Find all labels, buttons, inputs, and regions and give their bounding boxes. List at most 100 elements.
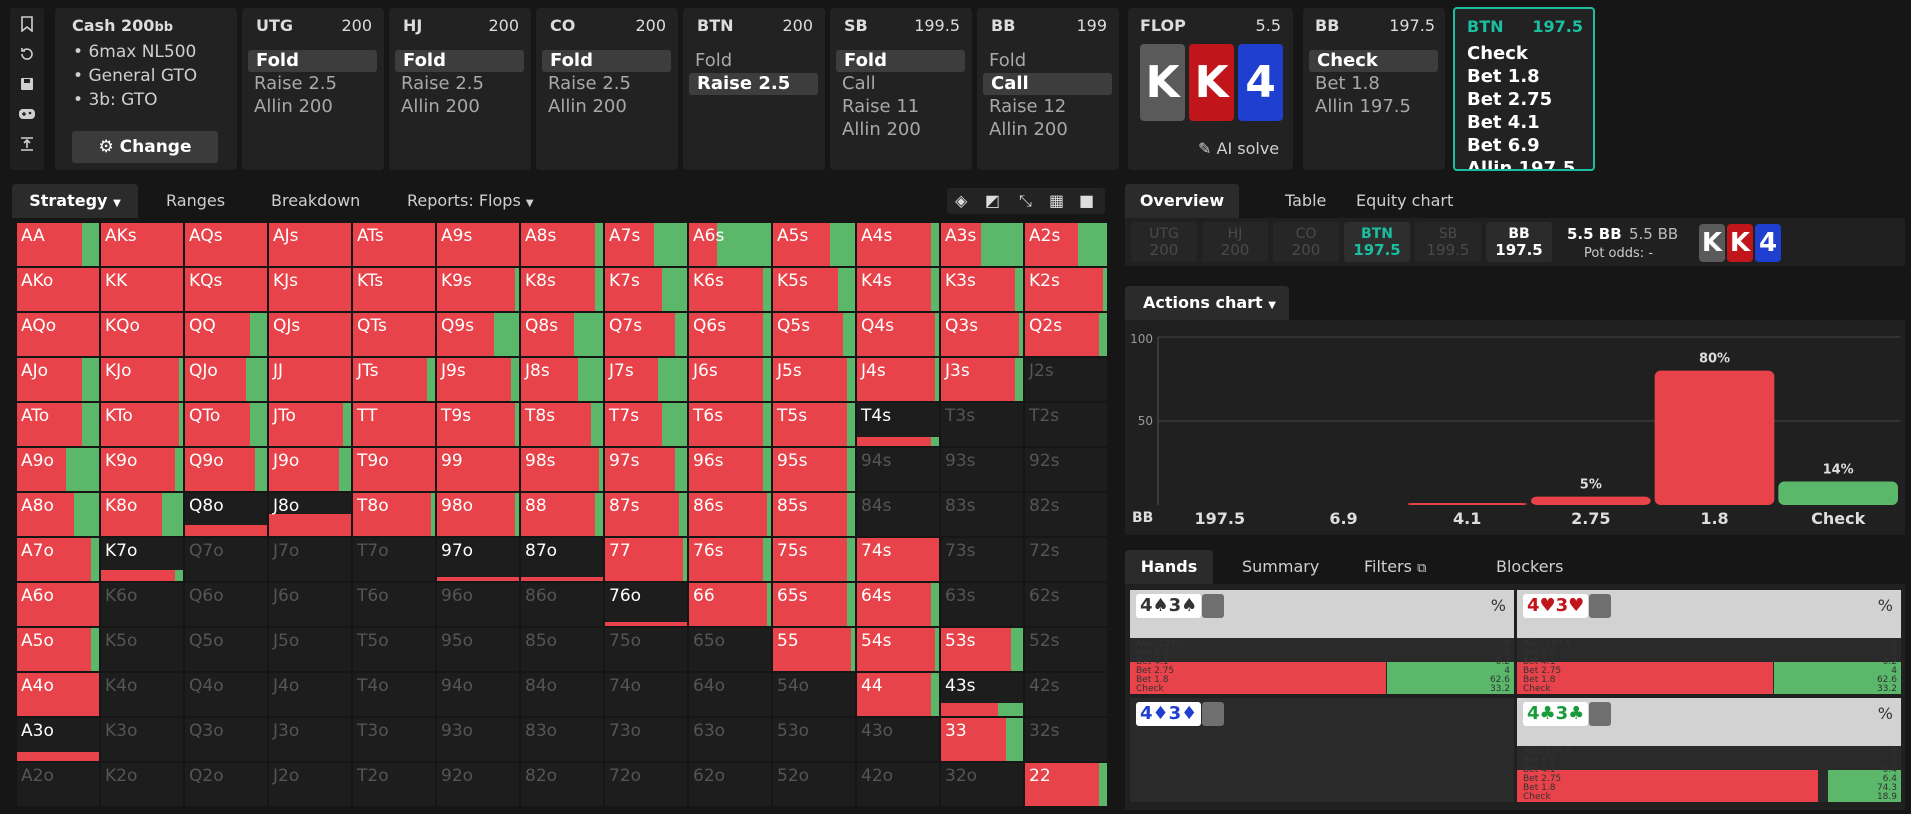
hand-cell[interactable]: 96s	[689, 448, 772, 492]
hand-cell[interactable]: A5s	[773, 223, 856, 267]
cube-icon[interactable]: ◈	[955, 191, 968, 210]
action-option[interactable]: Raise 2.5	[401, 73, 484, 94]
action-option[interactable]: Fold	[836, 50, 965, 72]
hand-cell[interactable]: 75o	[605, 628, 688, 672]
hand-cell[interactable]: Q8s	[521, 313, 604, 357]
hand-cell[interactable]: 98o	[437, 493, 520, 537]
tab-summary[interactable]: Summary	[1242, 557, 1320, 576]
hand-cell[interactable]: J8o	[269, 493, 352, 537]
hand-cell[interactable]: Q3o	[185, 718, 268, 762]
hand-cell[interactable]: JTo	[269, 403, 352, 447]
hand-cell[interactable]: QQ	[185, 313, 268, 357]
hand-cell[interactable]: T2o	[353, 763, 436, 807]
grid-icon[interactable]: ▦	[1049, 191, 1065, 210]
hand-cell[interactable]: KTs	[353, 268, 436, 312]
position-pill[interactable]: SB 199.5	[1415, 222, 1481, 262]
hand-cell[interactable]: 64o	[689, 673, 772, 717]
hand-cell[interactable]: 93s	[941, 448, 1024, 492]
hand-cell[interactable]: 43s	[941, 673, 1024, 717]
hand-cell[interactable]: 83s	[941, 493, 1024, 537]
tab-table[interactable]: Table	[1285, 191, 1327, 210]
hand-cell[interactable]: 76o	[605, 583, 688, 627]
hand-cell[interactable]: 42s	[1025, 673, 1108, 717]
hand-cell[interactable]: J4o	[269, 673, 352, 717]
hand-cell[interactable]: AJs	[269, 223, 352, 267]
position-pill[interactable]: BB 197.5	[1486, 222, 1552, 262]
hand-cell[interactable]: T4o	[353, 673, 436, 717]
shield-icon[interactable]	[1202, 594, 1224, 618]
hand-cell[interactable]: 95s	[773, 448, 856, 492]
hand-cell[interactable]: 74o	[605, 673, 688, 717]
tab-blockers[interactable]: Blockers	[1496, 557, 1564, 576]
hand-cell[interactable]: Q9s	[437, 313, 520, 357]
history-icon[interactable]	[17, 44, 37, 64]
hand-cell[interactable]: T7s	[605, 403, 688, 447]
hand-cell[interactable]: A9s	[437, 223, 520, 267]
action-option[interactable]: Allin 200	[401, 96, 480, 117]
hand-cell[interactable]: Q4o	[185, 673, 268, 717]
position-pill[interactable]: UTG 200	[1131, 222, 1197, 262]
action-option[interactable]: Raise 11	[842, 96, 920, 117]
action-option[interactable]: Fold	[695, 50, 733, 71]
hand-cell[interactable]: Q4s	[857, 313, 940, 357]
hand-cell[interactable]: A3o	[17, 718, 100, 762]
contrast-icon[interactable]: ◩	[985, 191, 1001, 210]
action-option[interactable]: Fold	[989, 50, 1027, 71]
action-option[interactable]: Bet 4.1	[1467, 112, 1540, 133]
hand-cell[interactable]: JTs	[353, 358, 436, 402]
hand-cell[interactable]: 54o	[773, 673, 856, 717]
hand-cell[interactable]: 99	[437, 448, 520, 492]
hand-cell[interactable]: 73o	[605, 718, 688, 762]
tab-breakdown[interactable]: Breakdown	[271, 191, 361, 210]
hand-cell[interactable]: KJo	[101, 358, 184, 402]
action-option[interactable]: Allin 200	[842, 119, 921, 140]
action-option[interactable]: Raise 12	[989, 96, 1067, 117]
hand-cell[interactable]: T9s	[437, 403, 520, 447]
action-option[interactable]: Raise 2.5	[254, 73, 337, 94]
hand-cell[interactable]: A9o	[17, 448, 100, 492]
tab-filters[interactable]: Filters ⧉	[1364, 557, 1427, 576]
hand-cell[interactable]: 88	[521, 493, 604, 537]
hand-cell[interactable]: 72s	[1025, 538, 1108, 582]
hand-cell[interactable]: A2s	[1025, 223, 1108, 267]
hand-cell[interactable]: QTo	[185, 403, 268, 447]
action-option[interactable]: Bet 1.8	[1467, 66, 1540, 87]
hand-cell[interactable]: KQs	[185, 268, 268, 312]
hand-cell[interactable]: A5o	[17, 628, 100, 672]
chart-bar[interactable]	[1778, 481, 1898, 505]
action-option[interactable]: Call	[842, 73, 876, 94]
action-option[interactable]: Bet 2.75	[1467, 89, 1553, 110]
hand-cell[interactable]: A2o	[17, 763, 100, 807]
shield-icon[interactable]	[1589, 594, 1611, 618]
hand-cell[interactable]: J6s	[689, 358, 772, 402]
hand-cell[interactable]: QTs	[353, 313, 436, 357]
hand-cell[interactable]: QJo	[185, 358, 268, 402]
hand-cell[interactable]: 82s	[1025, 493, 1108, 537]
hand-cell[interactable]: 22	[1025, 763, 1108, 807]
hand-cell[interactable]: 32s	[1025, 718, 1108, 762]
chart-bar[interactable]	[1407, 503, 1527, 505]
collapse-icon[interactable]	[17, 134, 37, 154]
tab-reports[interactable]: Reports: Flops ▼	[407, 191, 534, 210]
hand-cell[interactable]: K6o	[101, 583, 184, 627]
hand-cell[interactable]: Q9o	[185, 448, 268, 492]
hand-cell[interactable]: 84o	[521, 673, 604, 717]
hand-cell[interactable]: Q7s	[605, 313, 688, 357]
hand-cell[interactable]: K9s	[437, 268, 520, 312]
position-pill[interactable]: BTN 197.5	[1344, 222, 1410, 262]
hand-cell[interactable]: 55	[773, 628, 856, 672]
hand-cell[interactable]: A6s	[689, 223, 772, 267]
action-option[interactable]: Allin 197.5	[1467, 158, 1576, 171]
hand-cell[interactable]: T3o	[353, 718, 436, 762]
action-option[interactable]: Bet 1.8	[1315, 73, 1380, 94]
hand-cell[interactable]: 53s	[941, 628, 1024, 672]
action-option[interactable]: Allin 197.5	[1315, 96, 1411, 117]
action-option[interactable]: Fold	[395, 50, 524, 72]
hand-cell[interactable]: A8s	[521, 223, 604, 267]
hand-combo-card[interactable]: % Allin 197.5 0 Bet 6.9 0 Bet 4.1 0.4 Bet 2.75 6…	[1517, 698, 1901, 802]
hand-cell[interactable]: 43o	[857, 718, 940, 762]
hand-cell[interactable]: 92o	[437, 763, 520, 807]
action-option[interactable]: Allin 200	[548, 96, 627, 117]
action-option[interactable]: Raise 2.5	[689, 73, 818, 95]
hand-cell[interactable]: K8o	[101, 493, 184, 537]
